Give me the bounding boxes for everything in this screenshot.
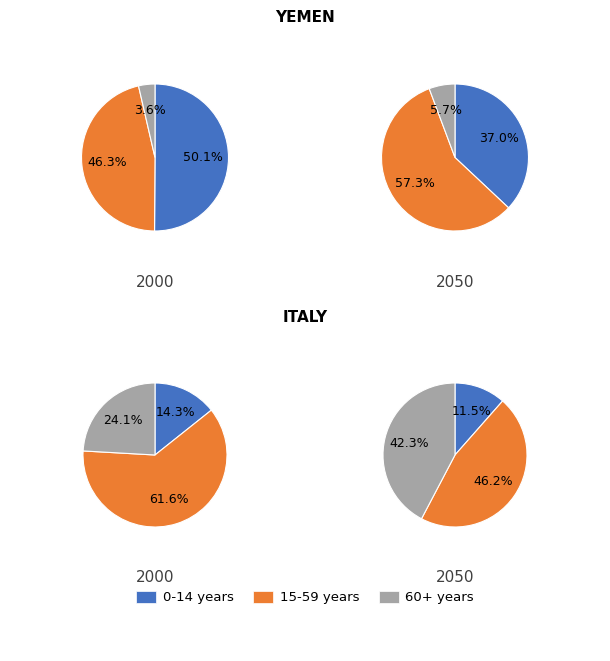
Text: 50.1%: 50.1% xyxy=(183,151,223,164)
Text: 3.6%: 3.6% xyxy=(134,104,165,116)
Legend: 0-14 years, 15-59 years, 60+ years: 0-14 years, 15-59 years, 60+ years xyxy=(132,587,478,608)
Wedge shape xyxy=(455,84,528,208)
Wedge shape xyxy=(155,383,211,455)
Wedge shape xyxy=(83,410,227,527)
Wedge shape xyxy=(138,84,155,157)
Text: 2050: 2050 xyxy=(436,570,474,585)
Wedge shape xyxy=(154,84,229,231)
Text: 24.1%: 24.1% xyxy=(103,414,143,428)
Wedge shape xyxy=(82,86,155,231)
Text: 57.3%: 57.3% xyxy=(395,178,435,190)
Wedge shape xyxy=(422,401,527,527)
Text: ITALY: ITALY xyxy=(282,311,328,325)
Text: 61.6%: 61.6% xyxy=(149,493,189,506)
Text: 2000: 2000 xyxy=(136,570,174,585)
Wedge shape xyxy=(383,383,455,519)
Text: 5.7%: 5.7% xyxy=(431,104,462,117)
Text: 37.0%: 37.0% xyxy=(479,132,518,145)
Text: 2050: 2050 xyxy=(436,275,474,290)
Text: 11.5%: 11.5% xyxy=(451,405,492,418)
Wedge shape xyxy=(381,89,509,231)
Wedge shape xyxy=(455,383,503,455)
Text: YEMEN: YEMEN xyxy=(275,11,335,26)
Text: 14.3%: 14.3% xyxy=(156,407,195,419)
Wedge shape xyxy=(83,383,155,455)
Text: 46.2%: 46.2% xyxy=(474,475,514,488)
Text: 2000: 2000 xyxy=(136,275,174,290)
Text: 42.3%: 42.3% xyxy=(390,438,429,450)
Text: 46.3%: 46.3% xyxy=(88,156,127,169)
Wedge shape xyxy=(429,84,455,157)
